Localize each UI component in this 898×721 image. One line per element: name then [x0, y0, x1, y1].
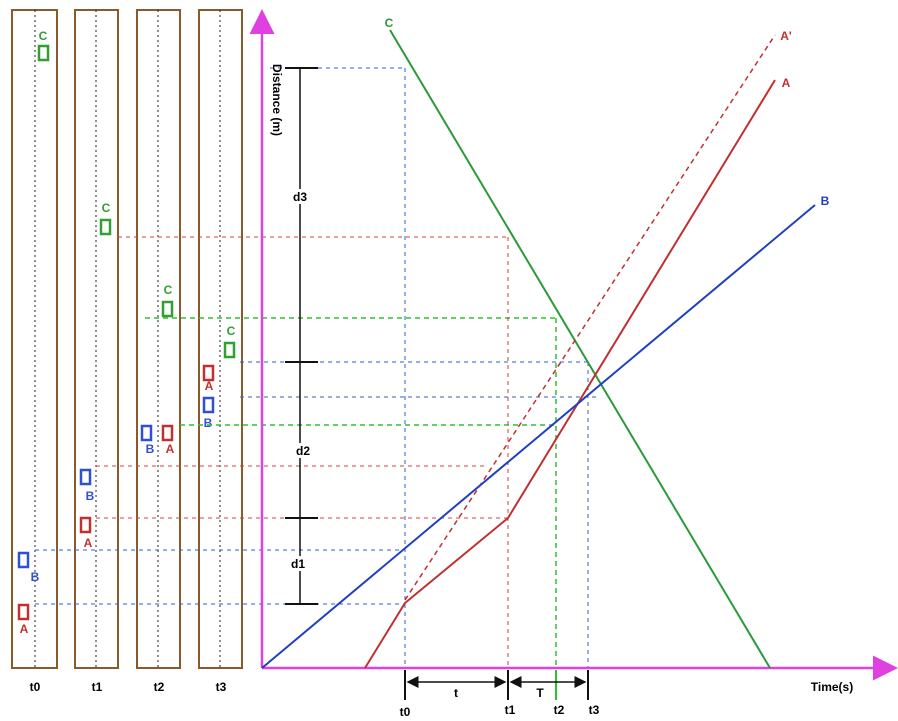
line-a — [365, 80, 775, 668]
vehicle — [81, 518, 90, 532]
distance-label: d3 — [293, 190, 307, 204]
lane-label: t1 — [92, 680, 103, 694]
vehicle — [204, 398, 213, 412]
vehicle-label: A — [84, 536, 93, 550]
vehicle — [163, 302, 172, 316]
line-c — [390, 30, 770, 668]
y-axis-label: Distance (m) — [270, 64, 284, 136]
distance-label: d1 — [291, 557, 305, 571]
x-axis-label: Time(s) — [811, 680, 853, 694]
line-b — [262, 205, 815, 668]
vehicle-label: A — [20, 622, 29, 636]
vehicle — [142, 426, 151, 440]
vehicle — [19, 553, 28, 567]
diagram: C B A C B A C B A C A B t0 t1 t2 t3 — [0, 0, 898, 721]
time-mark: t1 — [505, 703, 516, 717]
line-label: A' — [780, 29, 792, 43]
line-label: A — [782, 76, 791, 90]
interval-markers — [405, 670, 588, 700]
line-label: C — [385, 16, 394, 30]
interval-label: t — [454, 686, 458, 700]
vehicle-label: B — [146, 442, 155, 456]
lane — [137, 10, 180, 668]
vehicle — [101, 220, 110, 234]
vehicle-label: C — [164, 283, 173, 297]
time-mark: t0 — [400, 705, 411, 719]
lane — [75, 10, 118, 668]
vehicles: C B A C B A C B A C A B — [19, 29, 236, 636]
vehicle-label: A — [205, 379, 214, 393]
lanes — [12, 10, 242, 668]
vehicle — [204, 366, 213, 380]
vehicle-label: B — [86, 489, 95, 503]
vehicle-label: C — [39, 29, 48, 43]
time-mark: t3 — [589, 703, 600, 717]
lane-label: t0 — [30, 680, 41, 694]
line-label: B — [821, 194, 830, 208]
projections — [35, 68, 600, 668]
vehicle-label: C — [102, 201, 111, 215]
time-mark: t2 — [554, 703, 565, 717]
vehicle — [19, 605, 28, 619]
vehicle — [163, 426, 172, 440]
vehicle-label: B — [31, 570, 40, 584]
lane — [199, 10, 242, 668]
lane-label: t2 — [154, 680, 165, 694]
interval-label: T — [536, 686, 544, 700]
vehicle-label: B — [204, 416, 213, 430]
vehicle — [81, 470, 90, 484]
vehicle-label: C — [227, 324, 236, 338]
distance-label: d2 — [296, 444, 310, 458]
vehicle — [225, 343, 234, 357]
distance-brackets — [285, 68, 318, 604]
vehicle — [39, 46, 48, 60]
vehicle-label: A — [166, 442, 175, 456]
lane-label: t3 — [216, 680, 227, 694]
